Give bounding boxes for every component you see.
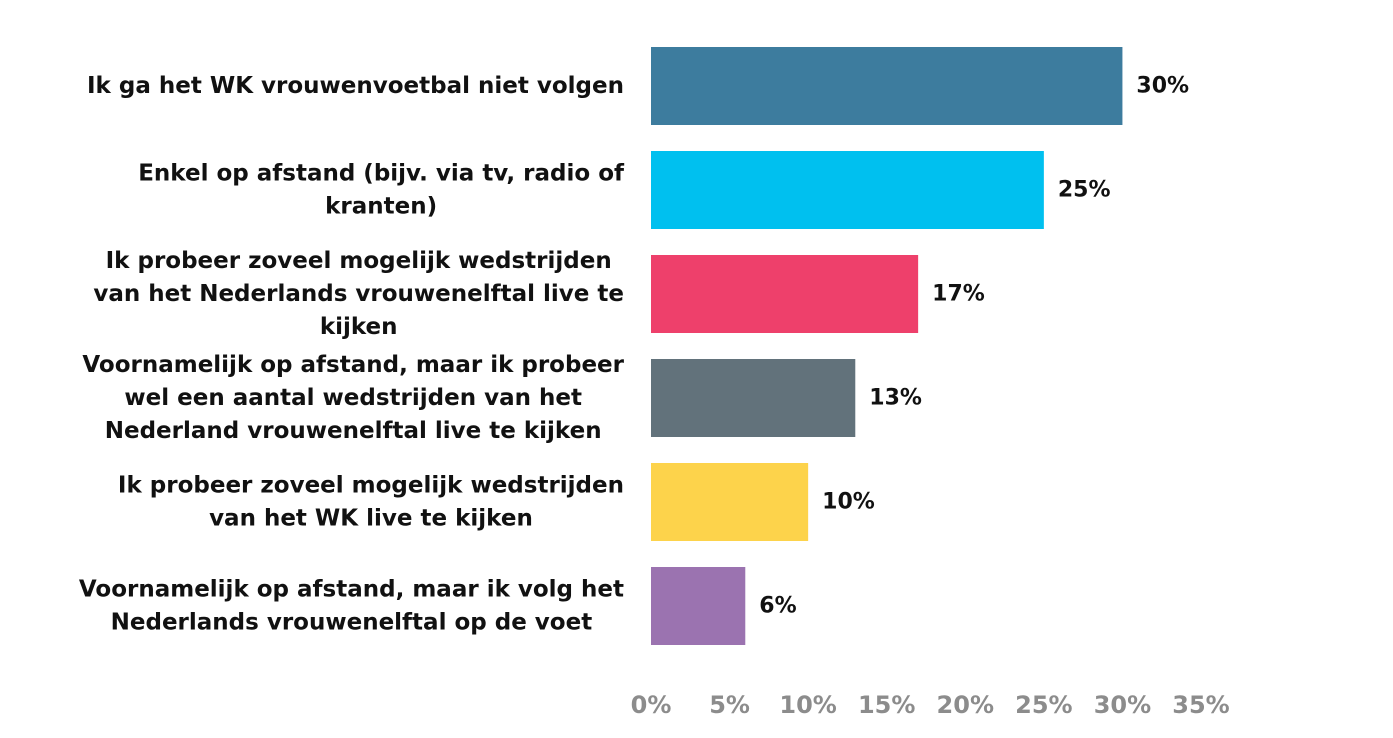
- category-label-4: Voornamelijk op afstand, maar ik probeer…: [82, 352, 624, 444]
- category-label-line: kranten): [325, 194, 437, 220]
- category-label-line: Voornamelijk op afstand, maar ik probeer: [82, 352, 624, 378]
- x-tick-label: 5%: [709, 691, 750, 719]
- category-label-line: Ik probeer zoveel mogelijk wedstrijden: [106, 248, 612, 274]
- bar-4: [651, 359, 856, 437]
- value-label-1: 30%: [1136, 74, 1189, 99]
- category-labels: Ik ga het WK vrouwenvoetbal niet volgen E…: [79, 73, 625, 636]
- value-labels: 30% 25% 17% 13% 10% 6%: [759, 74, 1189, 619]
- x-tick-label: 20%: [937, 691, 994, 719]
- x-tick-label: 30%: [1094, 691, 1151, 719]
- category-label-2: Enkel op afstand (bijv. via tv, radio of…: [138, 161, 625, 220]
- bar-3: [651, 255, 919, 333]
- category-label-line: Nederland vrouwenelftal live te kijken: [105, 418, 602, 444]
- category-label-line: Enkel op afstand (bijv. via tv, radio of: [138, 161, 625, 187]
- bar-1: [651, 47, 1123, 125]
- bar-2: [651, 151, 1044, 229]
- value-label-3: 17%: [932, 282, 985, 307]
- x-tick-label: 25%: [1015, 691, 1072, 719]
- value-label-6: 6%: [759, 594, 796, 619]
- category-label-line: kijken: [320, 314, 398, 340]
- category-label-5: Ik probeer zoveel mogelijk wedstrijden va…: [118, 473, 624, 532]
- x-tick-label: 10%: [779, 691, 836, 719]
- value-label-2: 25%: [1058, 178, 1111, 203]
- category-label-line: van het WK live te kijken: [209, 506, 533, 532]
- bar-5: [651, 463, 809, 541]
- bar-6: [651, 567, 746, 645]
- value-label-4: 13%: [869, 386, 922, 411]
- x-tick-label: 15%: [858, 691, 915, 719]
- category-label-line: Ik ga het WK vrouwenvoetbal niet volgen: [87, 73, 624, 99]
- category-label-1: Ik ga het WK vrouwenvoetbal niet volgen: [87, 73, 624, 99]
- category-label-line: van het Nederlands vrouwenelftal live te: [93, 281, 624, 307]
- category-label-line: Voornamelijk op afstand, maar ik volg he…: [79, 577, 624, 603]
- category-label-3: Ik probeer zoveel mogelijk wedstrijden va…: [93, 248, 624, 340]
- category-label-line: Nederlands vrouwenelftal op de voet: [111, 610, 593, 636]
- category-label-line: wel een aantal wedstrijden van het: [124, 385, 582, 411]
- x-tick-label: 35%: [1172, 691, 1229, 719]
- category-label-6: Voornamelijk op afstand, maar ik volg he…: [79, 577, 624, 636]
- category-label-line: Ik probeer zoveel mogelijk wedstrijden: [118, 473, 624, 499]
- value-label-5: 10%: [822, 490, 875, 515]
- x-axis-tick-labels: 0% 5% 10% 15% 20% 25% 30% 35%: [631, 691, 1230, 719]
- bars: [651, 47, 1123, 645]
- x-tick-label: 0%: [631, 691, 672, 719]
